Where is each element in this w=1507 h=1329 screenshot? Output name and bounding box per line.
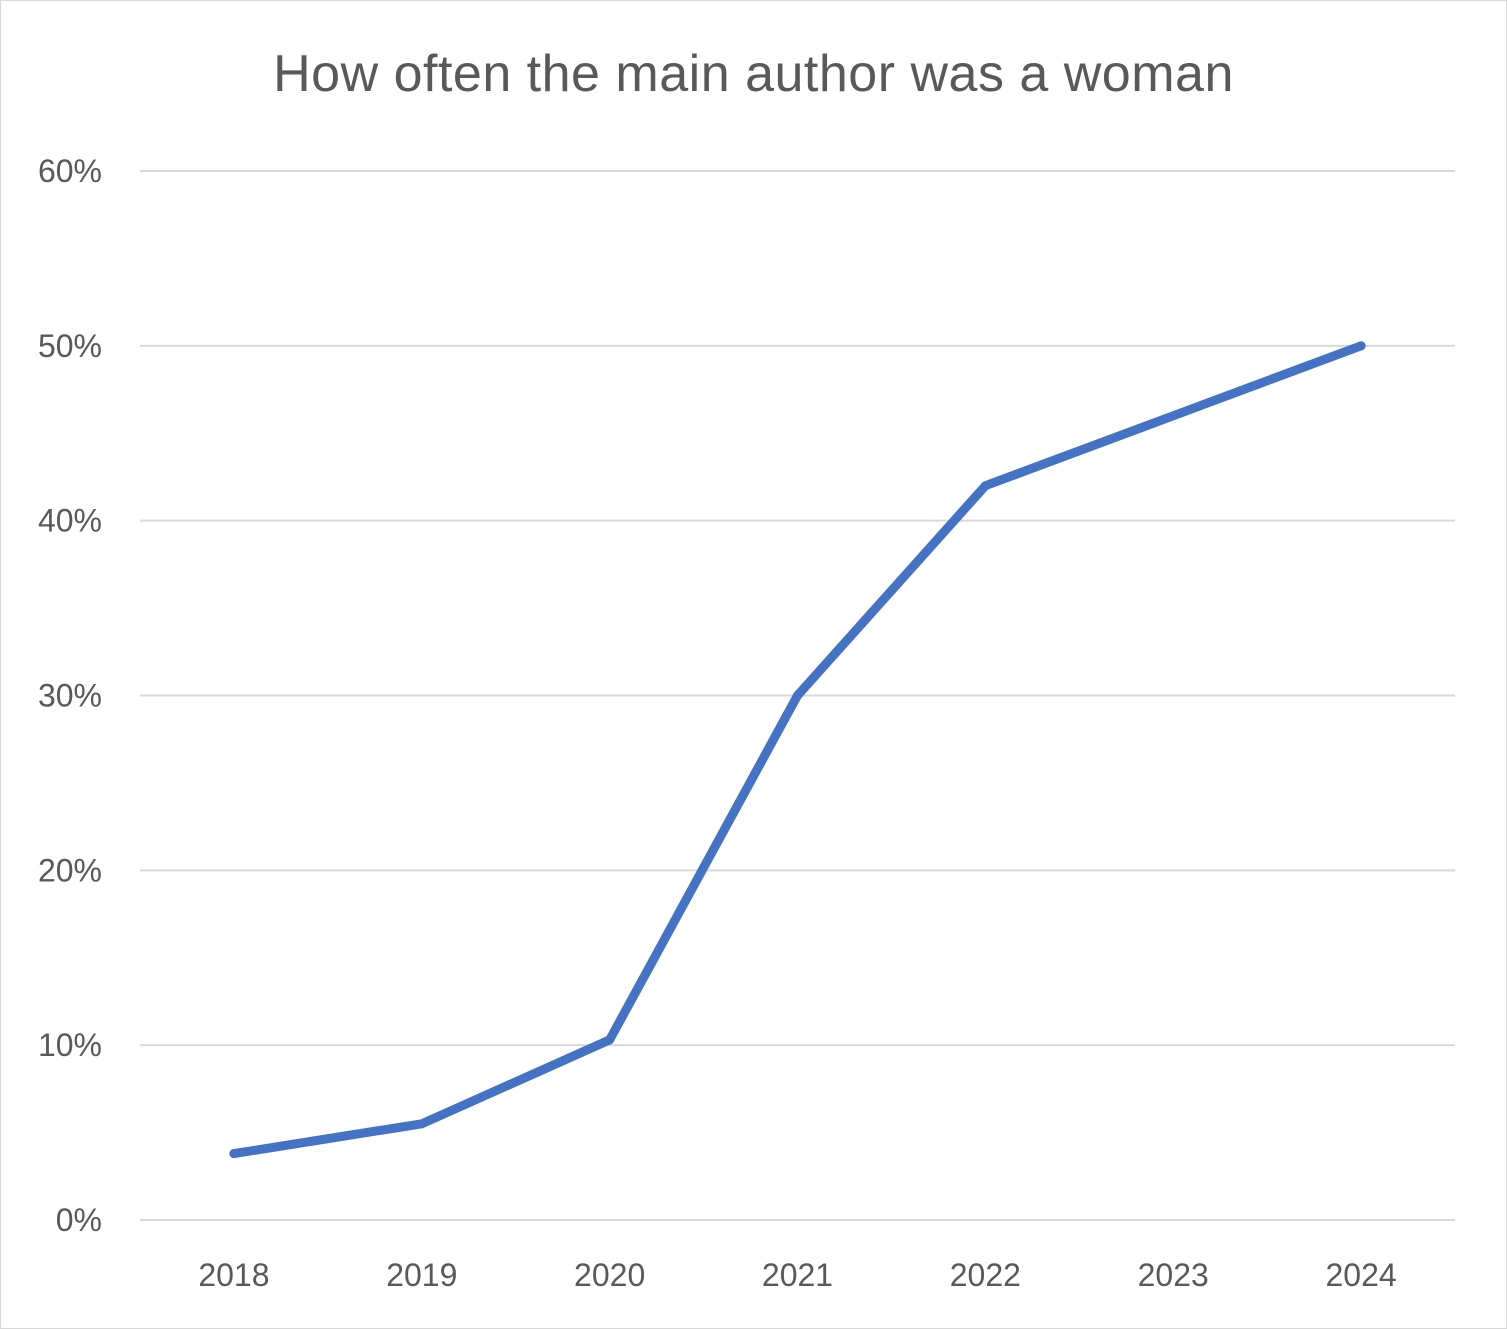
- data-point: [1168, 411, 1178, 421]
- x-tick-label: 2021: [762, 1257, 833, 1293]
- y-tick-label: 40%: [38, 503, 102, 539]
- gridlines: [140, 170, 1455, 1221]
- data-point: [229, 1149, 239, 1159]
- data-point: [793, 691, 802, 700]
- data-point: [417, 1119, 427, 1129]
- series-layer: [229, 341, 1366, 1159]
- y-tick-label: 0%: [56, 1202, 102, 1238]
- x-tick-label: 2018: [198, 1257, 269, 1293]
- x-tick-label: 2020: [574, 1257, 645, 1293]
- x-tick-label: 2019: [386, 1257, 457, 1293]
- y-tick-label: 60%: [38, 153, 102, 189]
- y-tick-label: 30%: [38, 678, 102, 714]
- x-tick-label: 2024: [1325, 1257, 1396, 1293]
- y-tick-label: 20%: [38, 852, 102, 888]
- data-point: [605, 1035, 615, 1045]
- series-line: [229, 341, 1366, 1159]
- y-axis-labels: 0% 10% 20% 30% 40% 50% 60%: [38, 153, 102, 1238]
- y-tick-label: 10%: [38, 1027, 102, 1063]
- data-point: [1356, 341, 1366, 351]
- x-tick-label: 2023: [1138, 1257, 1209, 1293]
- chart-title: How often the main author was a woman: [273, 45, 1234, 103]
- data-point: [980, 481, 990, 491]
- y-tick-label: 50%: [38, 328, 102, 364]
- x-axis-labels: 2018 2019 2020 2021 2022 2023 2024: [198, 1257, 1396, 1293]
- x-tick-label: 2022: [950, 1257, 1021, 1293]
